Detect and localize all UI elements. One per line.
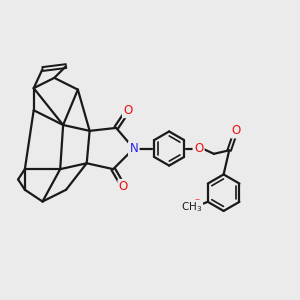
Text: CH$_3$: CH$_3$ [181,200,202,214]
Text: O: O [194,142,203,155]
Text: O: O [192,198,201,211]
Text: O: O [231,124,241,137]
Text: O: O [119,180,128,193]
Text: N: N [129,142,138,155]
Text: O: O [123,104,133,117]
